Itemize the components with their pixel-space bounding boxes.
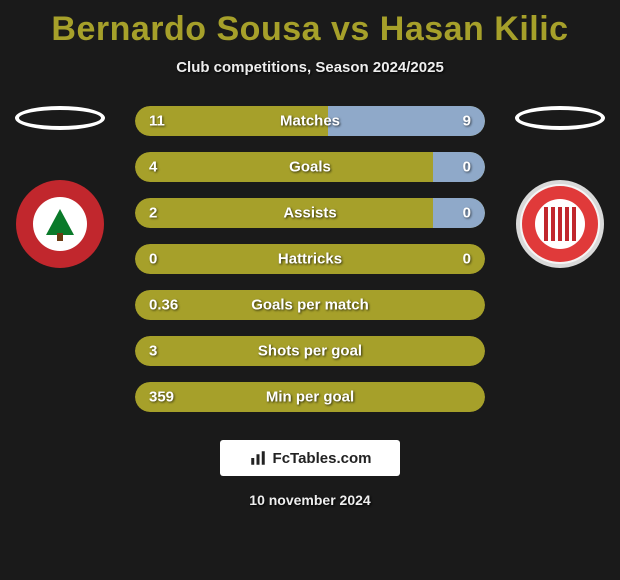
bar-label: Goals per match — [135, 297, 485, 314]
left-club-column — [10, 106, 110, 268]
date-line: 10 november 2024 — [0, 492, 620, 508]
bar-label: Assists — [135, 205, 485, 222]
bar-label: Matches — [135, 113, 485, 130]
bar-label: Shots per goal — [135, 343, 485, 360]
tree-icon — [46, 209, 74, 235]
badge-inner — [535, 199, 585, 249]
bar-row: 119Matches — [135, 106, 485, 136]
right-club-badge — [516, 180, 604, 268]
bar-label: Hattricks — [135, 251, 485, 268]
bar-row: 0.36Goals per match — [135, 290, 485, 320]
left-club-badge — [16, 180, 104, 268]
brand-text: FcTables.com — [273, 450, 372, 467]
right-club-column — [510, 106, 610, 268]
bar-row: 20Assists — [135, 198, 485, 228]
left-ellipse-marker — [15, 106, 105, 130]
vs-label: vs — [331, 10, 370, 48]
stripes-icon — [544, 207, 576, 241]
bar-row: 3Shots per goal — [135, 336, 485, 366]
bar-row: 40Goals — [135, 152, 485, 182]
player2-name: Hasan Kilic — [380, 10, 569, 48]
bar-row: 00Hattricks — [135, 244, 485, 274]
bar-chart-icon — [249, 449, 267, 467]
subtitle: Club competitions, Season 2024/2025 — [0, 59, 620, 76]
comparison-content: 119Matches 40Goals 20Assists 00Hattricks 0.3… — [0, 106, 620, 412]
bar-row: 359Min per goal — [135, 382, 485, 412]
badge-inner — [33, 197, 87, 251]
page-title: Bernardo Sousa vs Hasan Kilic — [0, 0, 620, 49]
bar-label: Min per goal — [135, 389, 485, 406]
comparison-bars: 119Matches 40Goals 20Assists 00Hattricks 0.3… — [135, 106, 485, 412]
player1-name: Bernardo Sousa — [51, 10, 321, 48]
brand-box: FcTables.com — [220, 440, 400, 476]
right-ellipse-marker — [515, 106, 605, 130]
bar-label: Goals — [135, 159, 485, 176]
